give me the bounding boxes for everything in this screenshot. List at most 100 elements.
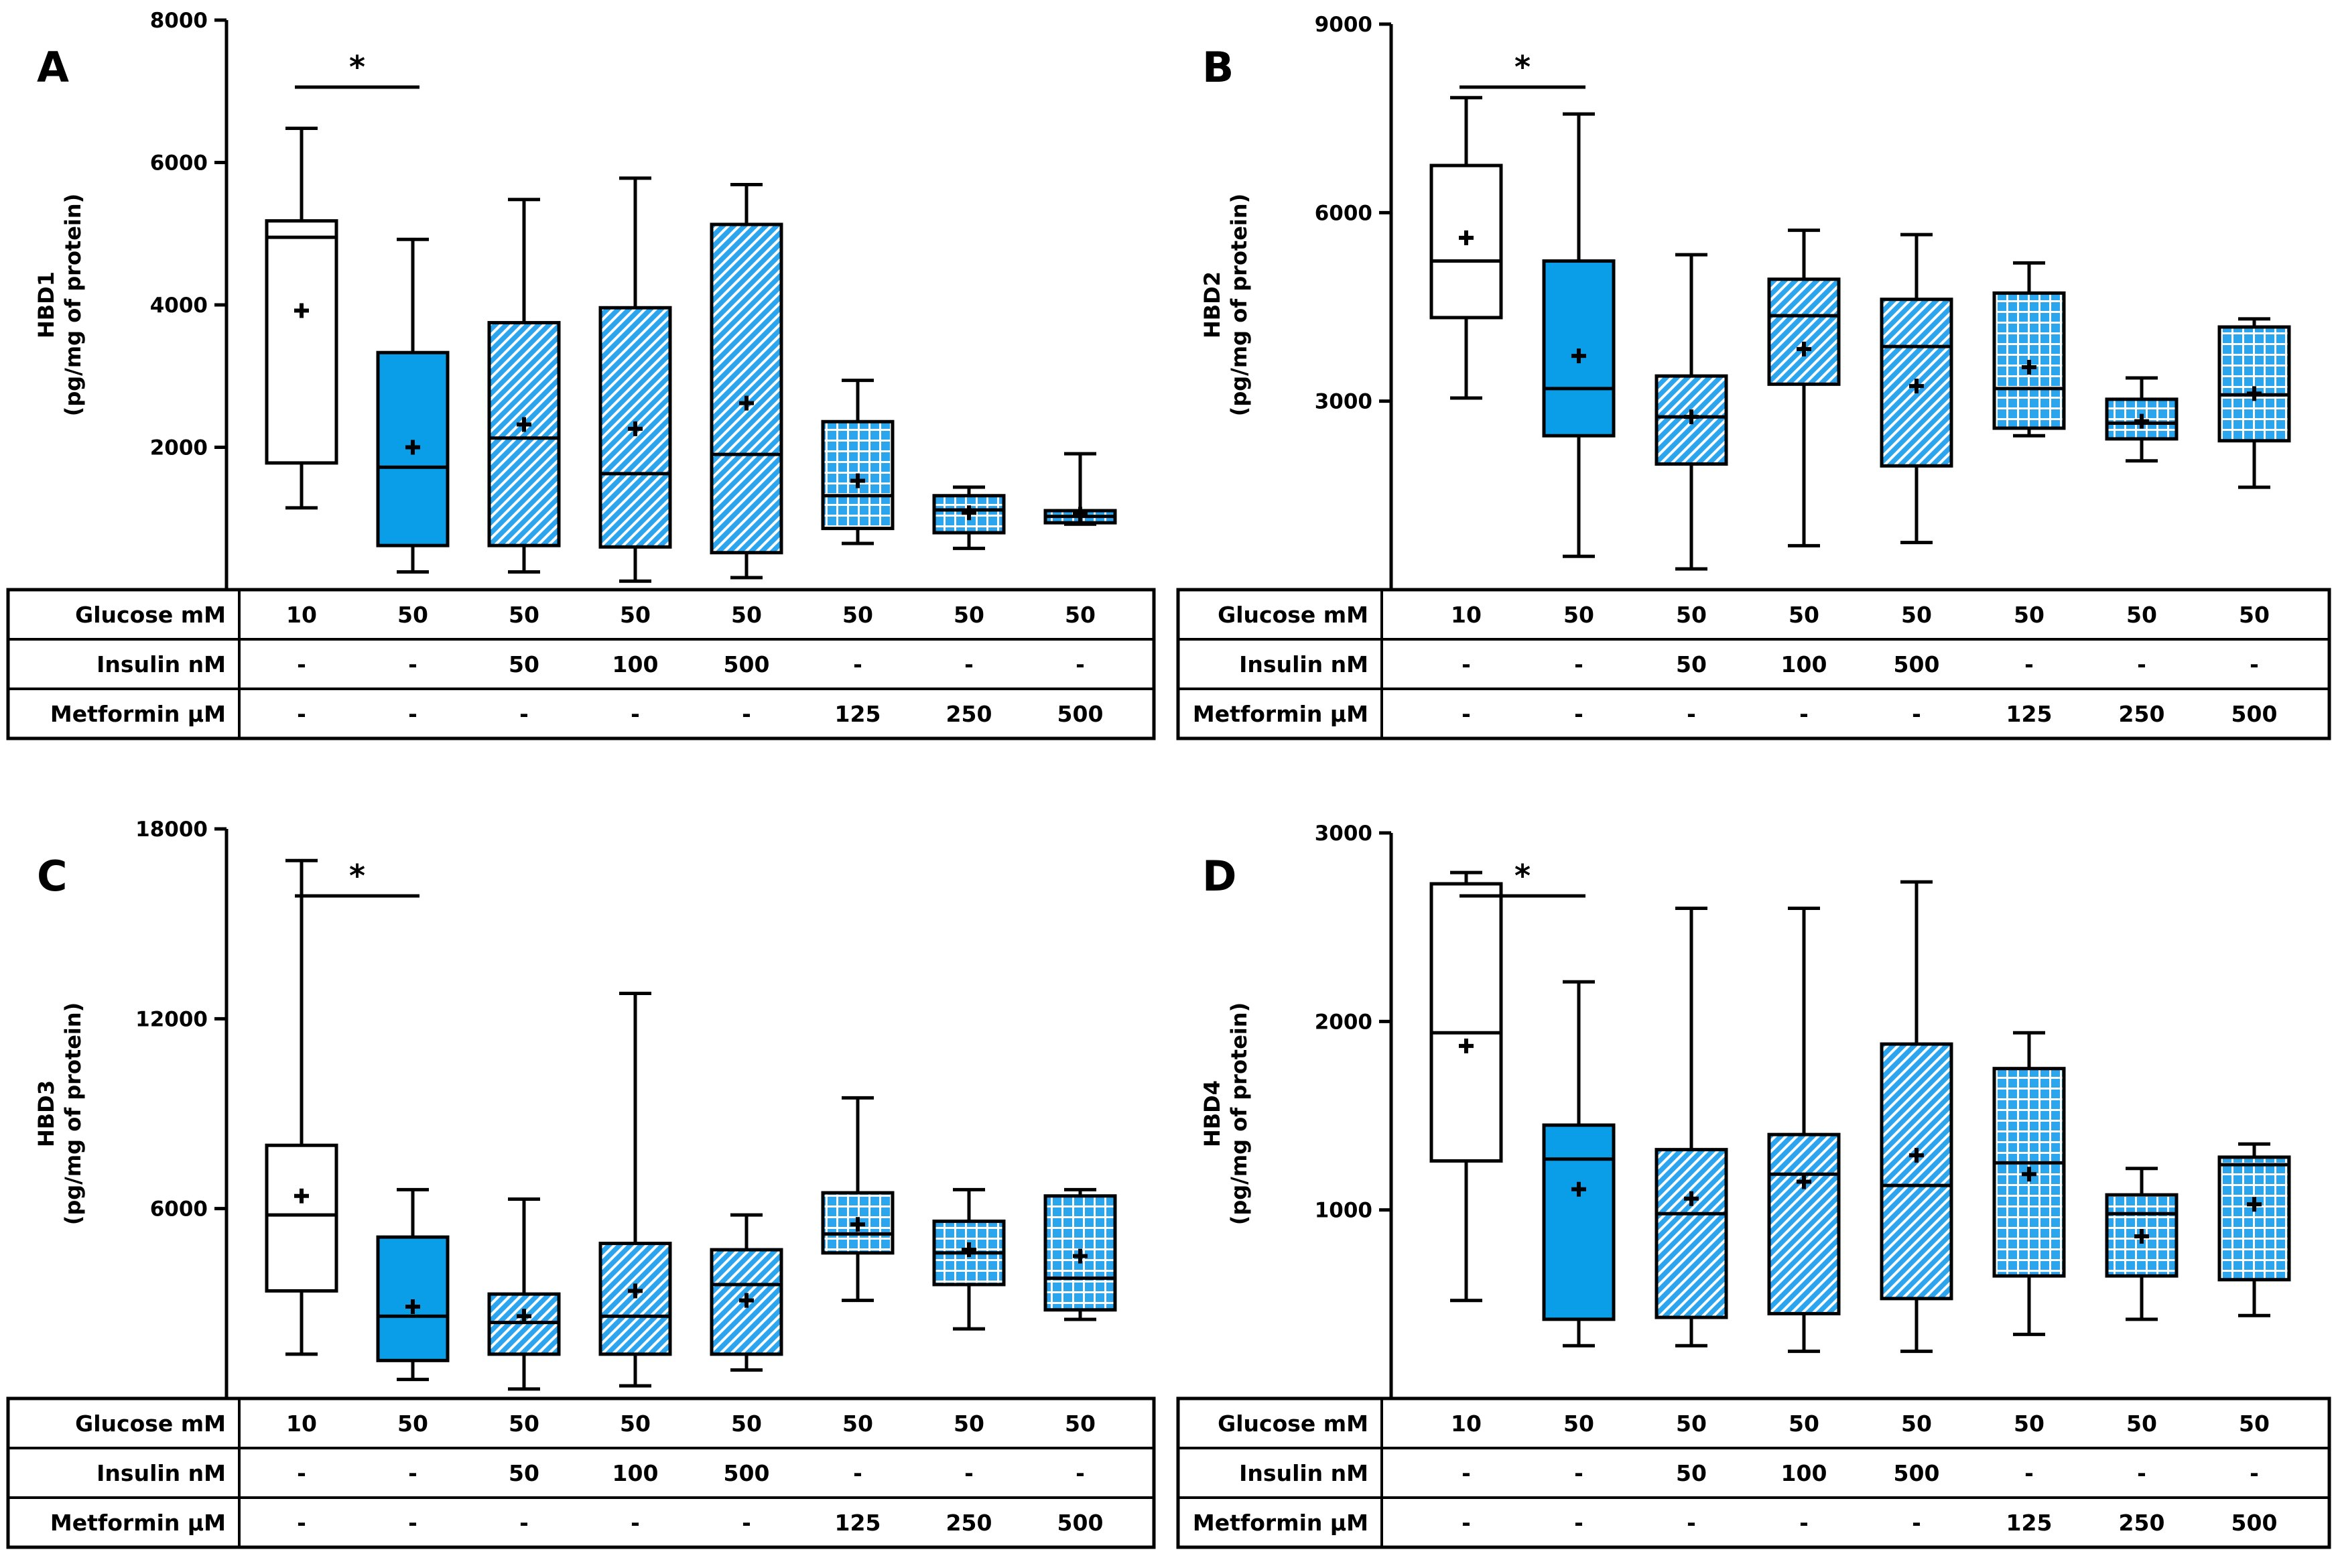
table-border [1176, 1396, 2331, 1549]
plot-area: 6000 12000 18000 * [135, 818, 1117, 1398]
mean-marker [517, 417, 531, 432]
box [710, 222, 783, 555]
box-group-5 [1880, 233, 1953, 545]
box-group-6 [821, 379, 895, 545]
box-group-4 [598, 176, 672, 583]
table-cell: 50 [954, 1411, 984, 1437]
table-cell: 50 [731, 602, 762, 628]
box [1429, 882, 1503, 1163]
table-cell: 50 [842, 602, 873, 628]
table-cell: - [1687, 701, 1696, 727]
table-cell: 500 [2231, 1510, 2278, 1536]
table-cell: - [519, 701, 529, 727]
table-cell: - [1912, 701, 1921, 727]
box [1654, 1148, 1728, 1319]
box-group-3 [487, 198, 561, 574]
box-group-6 [1992, 261, 2066, 438]
table-cell: 50 [1065, 1411, 1096, 1437]
table-cell: 50 [1676, 1411, 1707, 1437]
table-cell: 50 [509, 651, 539, 677]
box-group-8 [1043, 452, 1117, 526]
box-group-7 [932, 485, 1006, 550]
box-group-1 [265, 858, 338, 1356]
mean-marker [405, 1299, 420, 1315]
mean-marker [2022, 360, 2036, 375]
table-cell: 500 [1894, 1460, 1940, 1486]
table-cell: - [1574, 651, 1583, 677]
y-axis-label: HBD2 (pg/mg of protein) [1199, 194, 1252, 417]
table-cell: 10 [1451, 1411, 1482, 1437]
box-group-1 [265, 127, 338, 510]
table-cell: 500 [1894, 651, 1940, 677]
table-cell: 125 [835, 701, 881, 727]
table-cell: 10 [286, 602, 317, 628]
box-group-2 [376, 1187, 450, 1382]
table-cell: - [853, 1460, 862, 1486]
table-cell: 50 [1563, 1411, 1594, 1437]
y-axis-label-line2: (pg/mg of protein) [1226, 194, 1252, 417]
table-row-label: Metformin μM [1193, 1510, 1368, 1536]
y-axis-label-line1: HBD3 [34, 1080, 59, 1147]
table-cell: 50 [2014, 602, 2045, 628]
box [1992, 1067, 2066, 1278]
condition-table: Glucose mM 10 50 50 50 50 50 50 50 Insulin nM - - 50… [6, 588, 1156, 740]
table-row-label: Glucose mM [1218, 1411, 1368, 1437]
panel-letter: B [1202, 43, 1234, 92]
box [487, 321, 561, 547]
box [265, 1143, 338, 1293]
table-cell: - [964, 651, 974, 677]
y-tick-label: 6000 [150, 151, 208, 176]
table-cell: 50 [2126, 1411, 2157, 1437]
significance-star: * [349, 858, 365, 894]
panel-a: A HBD1 (pg/mg of protein) 2000 4000 6000 80… [6, 9, 1156, 740]
table-border [6, 588, 1156, 740]
table-cell: - [1076, 651, 1085, 677]
table-cell: - [1912, 1510, 1921, 1536]
plot-area: 1000 2000 3000 * [1315, 822, 2291, 1398]
box [1542, 1123, 1616, 1321]
table-row-label: Insulin nM [96, 1460, 226, 1486]
significance-star: * [1514, 858, 1531, 894]
mean-marker [517, 1309, 531, 1324]
table-cell: - [408, 701, 417, 727]
y-tick-label: 9000 [1315, 13, 1372, 37]
table-cell: - [297, 651, 306, 677]
table-cell: - [964, 1460, 974, 1486]
box-group-4 [1767, 228, 1841, 547]
table-row-label: Glucose mM [75, 1411, 226, 1437]
table-cell: 50 [620, 602, 651, 628]
table-cell: - [631, 1510, 640, 1536]
box [265, 219, 338, 465]
mean-marker [1909, 1148, 1924, 1163]
condition-table: Glucose mM 10 50 50 50 50 50 50 50 Insulin nM - - 50… [1176, 1396, 2331, 1549]
table-row-label: Insulin nM [1239, 1460, 1368, 1486]
mean-marker [294, 1188, 309, 1203]
box [376, 1235, 450, 1362]
table-cell: - [1462, 651, 1471, 677]
table-cell: 50 [1901, 602, 1932, 628]
table-cell: - [2024, 1460, 2034, 1486]
table-cell: - [297, 1460, 306, 1486]
mean-marker [850, 1217, 865, 1232]
box-group-8 [2217, 317, 2291, 489]
mean-marker [1459, 230, 1474, 245]
table-cell: 10 [286, 1411, 317, 1437]
panel-d: D HBD4 (pg/mg of protein) 100020003000* … [1176, 822, 2331, 1549]
mean-marker [1571, 348, 1586, 364]
table-cell: 50 [842, 1411, 873, 1437]
y-axis-label-line1: HBD4 [1199, 1080, 1225, 1147]
table-cell: - [2024, 651, 2034, 677]
table-cell: 50 [1901, 1411, 1932, 1437]
table-row-label: Metformin μM [1193, 701, 1368, 727]
plot-area: 3000 6000 9000 * [1315, 13, 2291, 590]
mean-marker [1684, 1191, 1699, 1206]
panel-c: C HBD3 (pg/mg of protein) 6000 12000 18000… [6, 818, 1156, 1549]
mean-marker [739, 395, 754, 411]
box-group-8 [2217, 1142, 2291, 1317]
table-cell: 250 [2119, 1510, 2165, 1536]
table-cell: 50 [2239, 1411, 2270, 1437]
mean-marker [628, 1283, 643, 1299]
table-cell: 50 [954, 602, 984, 628]
table-cell: - [742, 701, 751, 727]
